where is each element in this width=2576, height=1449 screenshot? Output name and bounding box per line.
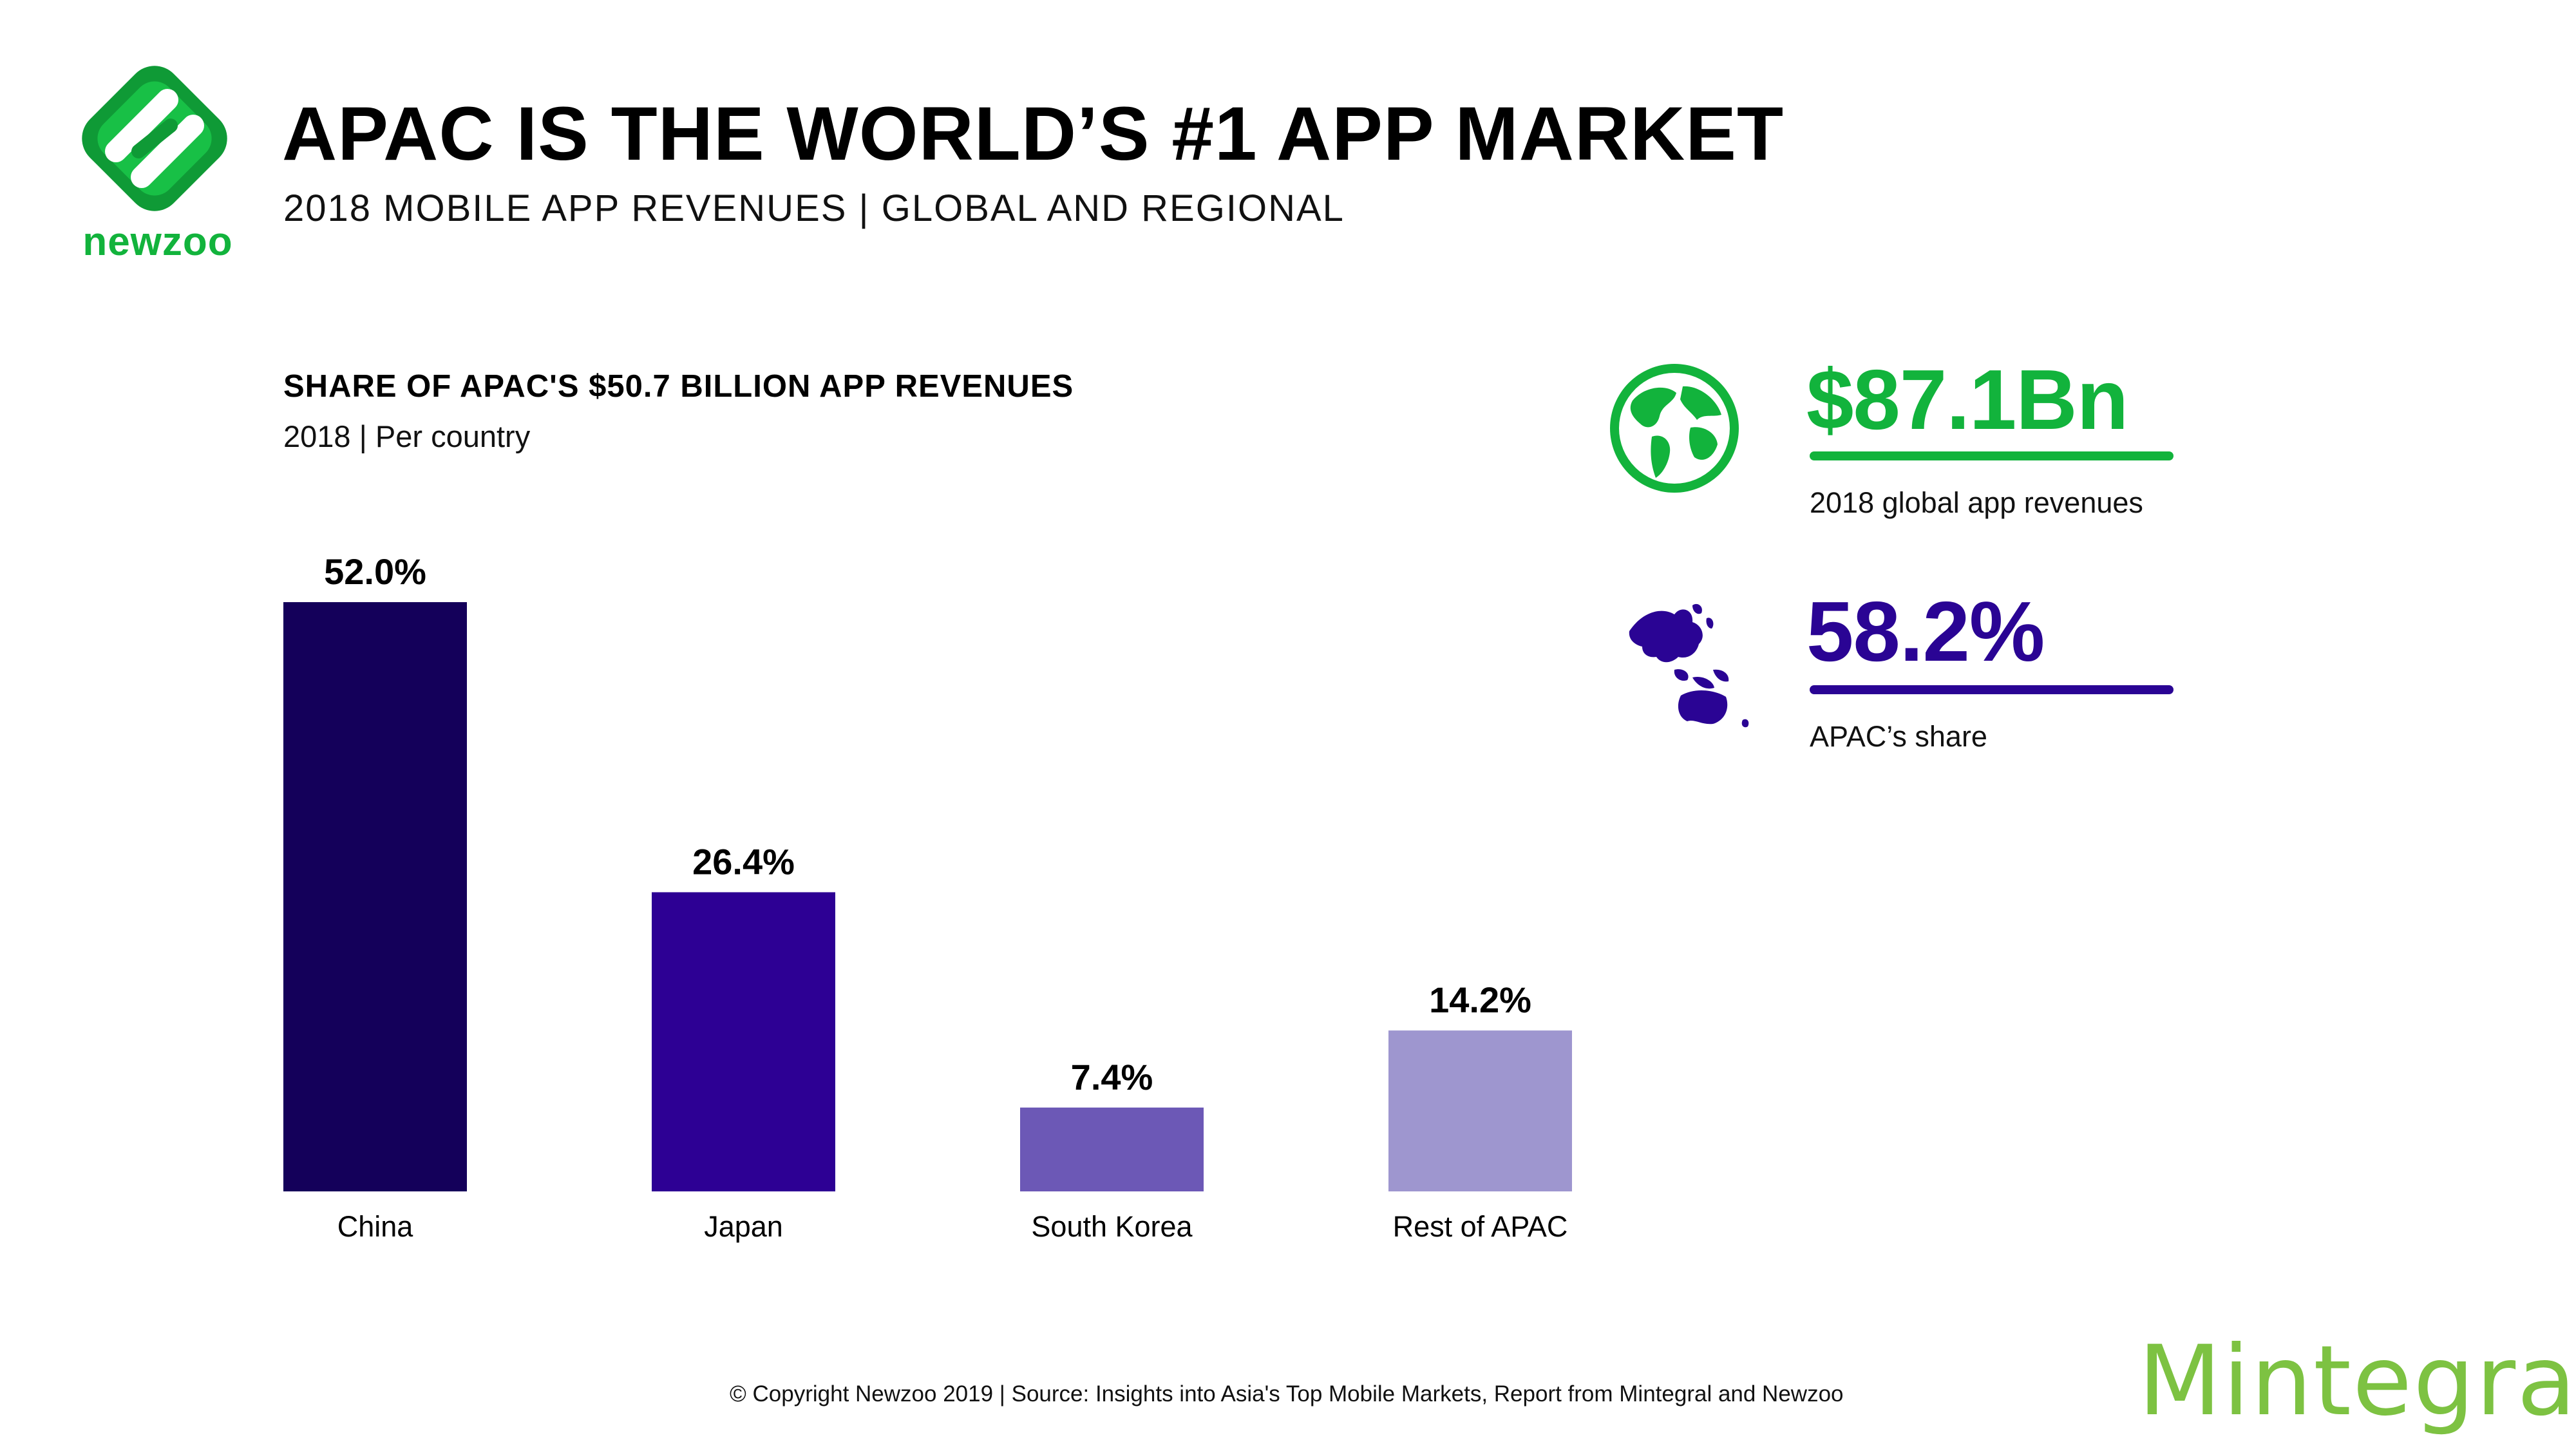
apac-share-caption: APAC’s share — [1810, 720, 1987, 753]
apac-share-value: 58.2% — [1806, 584, 2045, 679]
chart-title: SHARE OF APAC'S $50.7 BILLION APP REVENU… — [283, 369, 1074, 404]
global-revenue-value: $87.1Bn — [1806, 352, 2128, 447]
mintegral-logo: Mintegral — [2138, 1325, 2576, 1437]
data-label: 7.4% — [1071, 1057, 1153, 1097]
newzoo-logo-icon — [82, 66, 227, 211]
page-subtitle: 2018 MOBILE APP REVENUES | GLOBAL AND RE… — [283, 187, 1345, 229]
data-label: 26.4% — [692, 841, 795, 882]
category-label: China — [337, 1210, 414, 1243]
category-label: South Korea — [1031, 1210, 1193, 1243]
global-revenue-caption: 2018 global app revenues — [1810, 486, 2143, 519]
newzoo-logo-text: newzoo — [82, 220, 233, 264]
chart-subtitle: 2018 | Per country — [283, 419, 531, 453]
bar-chart: 52.0% China 26.4% Japan 7.4% South Korea 14.2%… — [283, 551, 1572, 1243]
category-label: Rest of APAC — [1393, 1210, 1568, 1243]
data-label: 52.0% — [324, 551, 426, 592]
globe-icon — [1610, 364, 1739, 493]
bar-china — [283, 602, 467, 1191]
global-underline — [1810, 451, 2174, 460]
data-label: 14.2% — [1429, 980, 1531, 1020]
bar-rest-of-apac — [1388, 1030, 1572, 1191]
bar-south-korea — [1020, 1107, 1204, 1191]
copyright-footer: © Copyright Newzoo 2019 | Source: Insigh… — [730, 1381, 1844, 1406]
bar-japan — [652, 892, 835, 1191]
apac-underline — [1810, 685, 2174, 694]
category-label: Japan — [704, 1210, 783, 1243]
apac-map-icon — [1629, 603, 1749, 728]
page-title: APAC IS THE WORLD’S #1 APP MARKET — [282, 91, 1785, 176]
